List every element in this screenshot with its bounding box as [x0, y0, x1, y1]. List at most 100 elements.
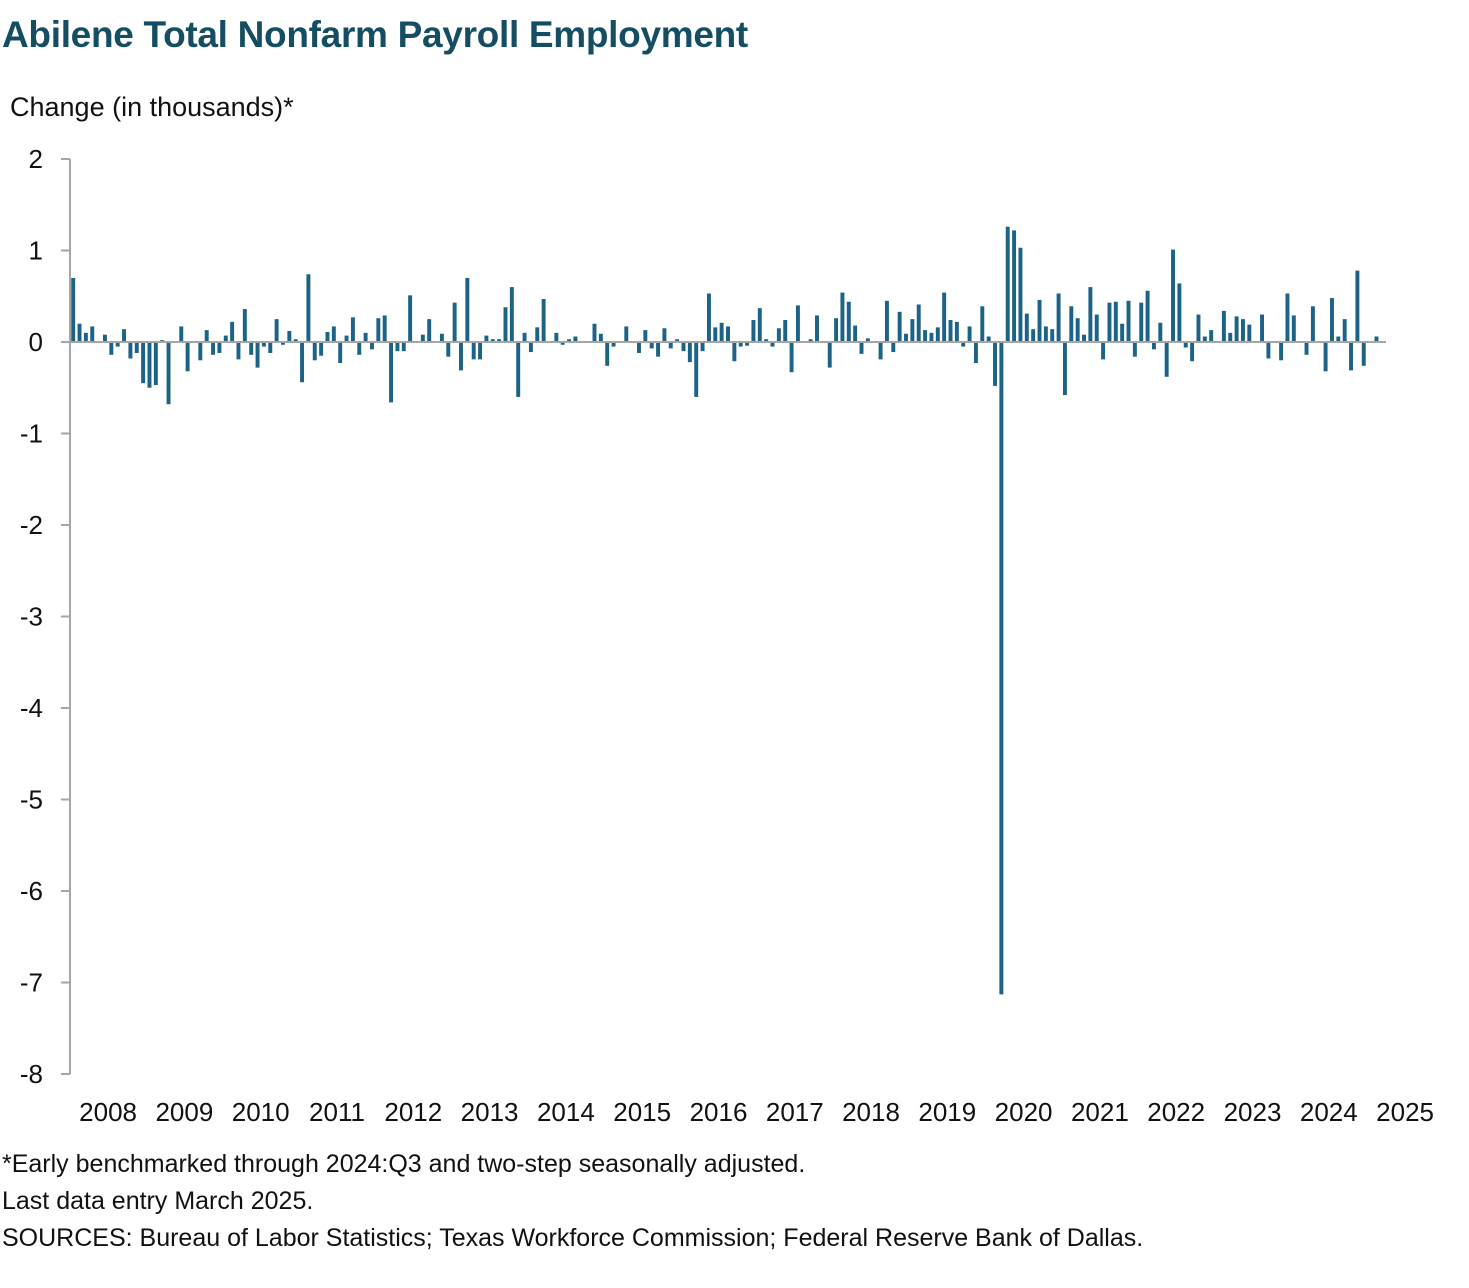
bar-chart: 2 1 0 -1 -2 -3 -4 -5 -6 -7 -8 2008 2009 2010 2011 2012 2… — [20, 144, 1434, 1127]
bar — [884, 300, 889, 342]
x-tick-label: 2015 — [613, 1097, 671, 1127]
bar — [1336, 336, 1341, 342]
bar — [1094, 314, 1099, 342]
bar — [865, 338, 870, 342]
bar — [370, 342, 374, 350]
bar — [1101, 342, 1106, 360]
bar — [967, 326, 972, 342]
bar — [846, 301, 851, 342]
bar — [986, 336, 991, 342]
x-tick-label: 2012 — [384, 1097, 442, 1127]
y-tick-label: -3 — [20, 602, 43, 632]
bar — [1329, 298, 1334, 342]
bar — [1113, 301, 1118, 342]
bar — [713, 327, 718, 342]
bar — [1050, 329, 1055, 342]
chart-notes: *Early benchmarked through 2024:Q3 and t… — [2, 1146, 1143, 1257]
bar — [408, 295, 413, 342]
y-tick-label: 1 — [29, 236, 43, 266]
bar — [1120, 323, 1125, 342]
bar — [1139, 302, 1144, 342]
bar — [1005, 226, 1010, 342]
bar — [1361, 342, 1366, 366]
bar — [675, 339, 680, 342]
y-tick-label: -6 — [20, 876, 43, 906]
bar — [268, 342, 273, 353]
bar — [789, 342, 794, 373]
bar — [471, 342, 476, 360]
bar — [637, 342, 641, 353]
bar — [1177, 283, 1182, 342]
bar — [1323, 342, 1328, 372]
bar — [1285, 293, 1290, 342]
bar — [681, 342, 686, 352]
bar — [1056, 293, 1061, 342]
bar — [459, 342, 463, 371]
bar — [999, 342, 1004, 995]
bar — [611, 342, 616, 347]
bar — [217, 342, 222, 353]
bar — [185, 342, 190, 372]
bar — [993, 342, 997, 386]
bar — [942, 292, 947, 342]
x-tick-label: 2020 — [995, 1097, 1053, 1127]
bar — [122, 329, 127, 342]
bar — [935, 327, 940, 342]
bar — [592, 323, 597, 342]
bar — [331, 326, 336, 342]
bar — [1234, 316, 1239, 342]
bar — [605, 342, 610, 366]
bars-group — [71, 226, 1379, 995]
y-axis-label: Change (in thousands)* — [10, 92, 294, 122]
bar — [567, 339, 572, 342]
bar — [1304, 342, 1309, 355]
bar — [1031, 329, 1036, 342]
bar — [1062, 342, 1067, 396]
bar — [1151, 342, 1156, 350]
bar — [560, 342, 565, 345]
bar — [509, 287, 514, 342]
bar — [1247, 324, 1252, 342]
bar — [1069, 306, 1074, 342]
bar — [1349, 342, 1353, 371]
bar — [783, 320, 788, 342]
x-tick-label: 2017 — [766, 1097, 824, 1127]
bar — [1024, 313, 1029, 342]
bar — [980, 306, 985, 342]
x-tick-label: 2021 — [1071, 1097, 1129, 1127]
bar — [1209, 330, 1214, 342]
bar — [319, 342, 324, 356]
bar — [954, 321, 959, 342]
bar — [516, 342, 521, 397]
bar — [916, 304, 921, 342]
y-tick-label: -1 — [20, 419, 43, 449]
bar — [923, 330, 928, 342]
bar — [897, 311, 902, 342]
bar — [1342, 319, 1347, 343]
bar — [274, 319, 279, 343]
bar — [1037, 299, 1042, 342]
bar — [1260, 314, 1264, 342]
bar — [300, 342, 305, 383]
bar — [128, 342, 133, 359]
bar — [115, 342, 120, 347]
bar — [764, 339, 769, 342]
bar — [1082, 334, 1086, 342]
bar — [528, 342, 533, 353]
bar — [1183, 342, 1188, 348]
bar — [853, 325, 858, 342]
x-tick-label: 2009 — [155, 1097, 213, 1127]
bar — [694, 342, 699, 397]
x-tick-label: 2010 — [232, 1097, 290, 1127]
bar — [211, 342, 216, 355]
bar — [751, 320, 756, 342]
x-tick-label: 2024 — [1300, 1097, 1358, 1127]
bar — [90, 326, 95, 342]
bar — [1310, 306, 1315, 342]
bar — [1355, 270, 1360, 342]
bar — [490, 339, 495, 342]
bar — [1012, 230, 1017, 342]
bar — [287, 331, 292, 342]
bar — [554, 332, 559, 342]
bar — [293, 339, 298, 342]
